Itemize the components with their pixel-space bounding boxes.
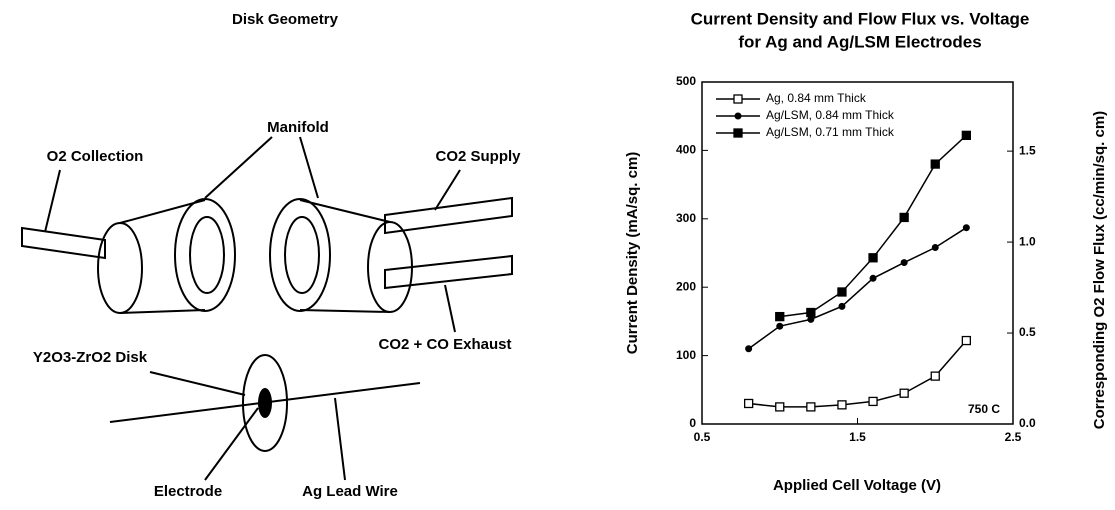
manifold-side [119, 199, 206, 314]
disk [242, 354, 288, 452]
chart-subtitle: for Ag and Ag/LSM Electrodes [738, 32, 981, 51]
tube [21, 226, 106, 260]
marker [868, 253, 878, 263]
marker [837, 287, 847, 297]
marker [837, 400, 847, 410]
marker [806, 307, 816, 318]
manifold-side [299, 199, 391, 313]
chart-title: Current Density and Flow Flux vs. Voltag… [691, 9, 1030, 28]
marker [775, 311, 785, 322]
y-tick-label: 400 [676, 143, 696, 157]
x-tick-label: 2.5 [1005, 430, 1022, 444]
marker [899, 212, 909, 223]
marker [806, 402, 816, 412]
legend-label: Ag/LSM, 0.84 mm Thick [766, 108, 895, 122]
series-line [748, 227, 967, 350]
marker [961, 335, 971, 346]
x-tick-label: 0.5 [694, 430, 711, 444]
legend-marker [733, 94, 743, 104]
marker [838, 302, 846, 310]
diagram-title: Disk Geometry [232, 11, 339, 28]
manifold-face [174, 198, 236, 312]
y-tick-label: 200 [676, 279, 696, 293]
label: Electrode [154, 483, 222, 500]
label: Ag Lead Wire [302, 483, 398, 500]
y2-tick-label: 0.0 [1019, 416, 1036, 430]
y2-tick-label: 0.5 [1019, 325, 1036, 339]
manifold-ring [284, 216, 320, 294]
y-axis-label: Current Density (mA/sq. cm) [624, 152, 641, 355]
leader-line [44, 136, 461, 481]
marker [962, 224, 970, 232]
marker [900, 259, 908, 267]
y-tick-label: 0 [689, 416, 696, 430]
legend-marker [733, 128, 743, 138]
marker [807, 315, 815, 323]
annotation: 750 C [968, 402, 1000, 416]
y-tick-label: 500 [676, 74, 696, 88]
electrode [258, 388, 272, 418]
chart: Current Density and Flow Flux vs. Voltag… [624, 9, 1108, 493]
label: Manifold [267, 119, 329, 136]
manifold-ring [189, 216, 225, 294]
label: CO2 + CO Exhaust [379, 336, 512, 353]
series-line [748, 340, 967, 408]
diagram: Disk Geometry Manifold O2 Collection CO2… [21, 11, 521, 500]
x-tick-label: 1.5 [849, 430, 866, 444]
y2-tick-label: 1.0 [1019, 234, 1036, 248]
marker [931, 244, 939, 252]
manifold-face [269, 198, 331, 312]
manifold-back [367, 221, 413, 313]
marker [868, 396, 878, 407]
legend-marker [734, 112, 742, 120]
marker [776, 322, 784, 330]
marker [961, 130, 971, 141]
marker [744, 398, 754, 409]
marker [930, 371, 940, 381]
y-tick-label: 300 [676, 211, 696, 225]
x-axis-label: Applied Cell Voltage (V) [773, 477, 941, 494]
marker [775, 402, 785, 412]
tube [384, 254, 513, 290]
tube [384, 196, 513, 235]
marker [745, 345, 753, 353]
label: O2 Collection [47, 148, 144, 165]
marker [930, 159, 940, 169]
legend-label: Ag/LSM, 0.71 mm Thick [766, 125, 895, 139]
marker [899, 388, 909, 398]
label: Y2O3-ZrO2 Disk [33, 349, 148, 366]
label: CO2 Supply [435, 148, 521, 165]
y2-tick-label: 1.5 [1019, 143, 1036, 157]
marker [869, 274, 877, 282]
manifold-back [97, 222, 143, 314]
y2-axis-label: Corresponding O2 Flow Flux (cc/min/sq. c… [1091, 111, 1108, 429]
legend-label: Ag, 0.84 mm Thick [766, 91, 867, 105]
y-tick-label: 100 [676, 348, 696, 362]
